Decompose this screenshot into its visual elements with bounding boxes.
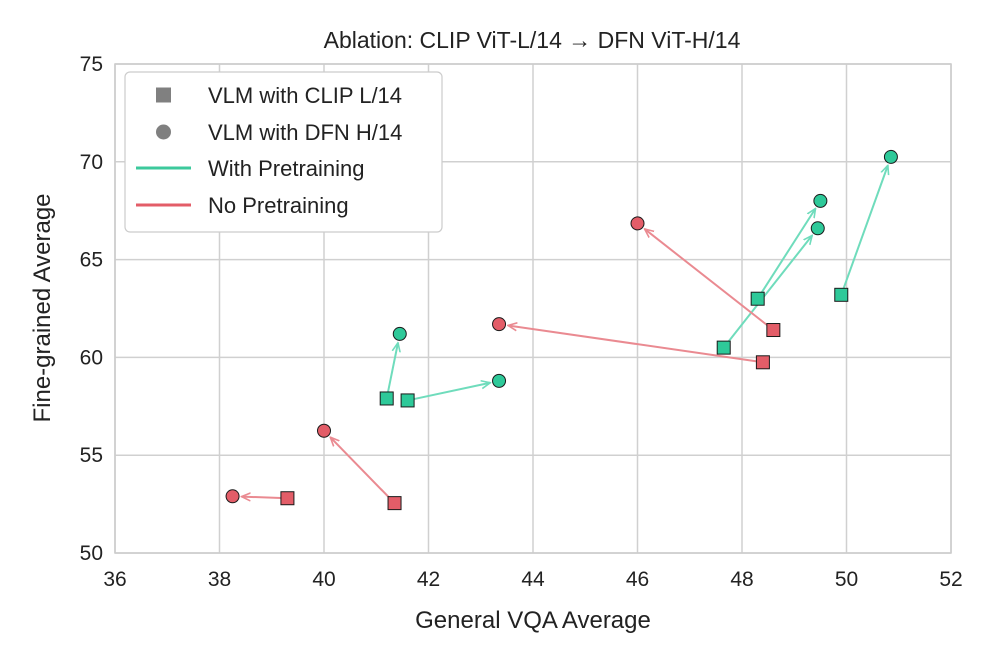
x-tick-label: 40 [312,568,335,591]
chart-title: Ablation: CLIP ViT-L/14 → DFN ViT-H/14 [324,27,741,53]
x-axis-label: General VQA Average [415,607,651,634]
no-pretraining-dfn-point-3 [630,216,645,231]
markers [225,149,898,511]
no-pretraining-arrow-0 [242,497,288,499]
y-tick-label: 75 [80,53,103,76]
no-pretraining-arrow-2 [508,325,764,364]
with-pretraining-dfn-point-4 [883,149,898,164]
x-tick-label: 50 [835,568,858,591]
x-tick-label: 42 [417,568,440,591]
legend-square-marker [156,87,171,103]
x-tick-label: 36 [103,568,126,591]
legend-label: With Pretraining [208,156,365,181]
with-pretraining-dfn-point-0 [392,326,407,341]
x-tick-label: 44 [521,568,545,591]
x-tick-label: 38 [208,568,231,591]
with-pretraining-clip-point-2 [716,340,731,355]
x-tick-label: 48 [730,568,753,591]
legend-box [124,71,443,233]
no-pretraining-arrow-3 [645,229,774,331]
legend-item-2: With Pretraining [136,156,365,181]
y-tick-label: 50 [80,542,103,565]
y-tick-label: 60 [80,346,103,369]
no-pretraining-dfn-point-2 [492,317,507,332]
y-axis-label: Fine-grained Average [29,193,56,422]
with-pretraining-arrow-3 [756,208,816,300]
legend-item-1: VLM with DFN H/14 [156,120,402,145]
no-pretraining-clip-point-3 [766,323,781,338]
with-pretraining-arrow-0 [385,343,398,399]
with-pretraining-dfn-point-1 [492,373,507,388]
with-pretraining-dfn-point-3 [813,193,828,208]
x-tick-label: 52 [939,568,962,591]
legend-label: VLM with CLIP L/14 [208,83,402,108]
no-pretraining-clip-point-2 [755,355,770,370]
with-pretraining-dfn-point-2 [810,221,825,236]
legend-label: VLM with DFN H/14 [208,120,402,145]
legend-circle-marker [156,124,171,140]
with-pretraining-clip-point-4 [834,287,849,302]
y-tick-label: 65 [80,249,103,272]
with-pretraining-arrow-2 [722,235,812,349]
no-pretraining-clip-point-1 [387,496,402,511]
x-tick-label: 46 [626,568,649,591]
y-axis-ticks: 50 55 60 65 70 75 [80,53,103,565]
x-axis-ticks: 36 38 40 42 44 46 48 50 52 [103,568,962,591]
no-pretraining-dfn-point-1 [317,423,331,438]
legend: VLM with CLIP L/14 VLM with DFN H/14 With … [124,71,443,233]
with-pretraining-clip-point-3 [750,291,765,306]
no-pretraining-dfn-point-0 [225,489,240,504]
legend-label: No Pretraining [208,193,349,218]
with-pretraining-clip-point-1 [400,393,415,408]
with-pretraining-arrow-1 [407,383,491,402]
y-tick-label: 70 [80,151,103,174]
arrows [242,165,888,504]
plot-frame [114,63,952,554]
legend-item-3: No Pretraining [136,193,349,218]
with-pretraining-arrow-4 [840,165,888,296]
with-pretraining-clip-point-0 [379,391,394,406]
no-pretraining-arrow-1 [330,437,396,504]
no-pretraining-clip-point-0 [280,491,295,506]
legend-item-0: VLM with CLIP L/14 [156,83,402,108]
y-tick-label: 55 [80,444,103,467]
